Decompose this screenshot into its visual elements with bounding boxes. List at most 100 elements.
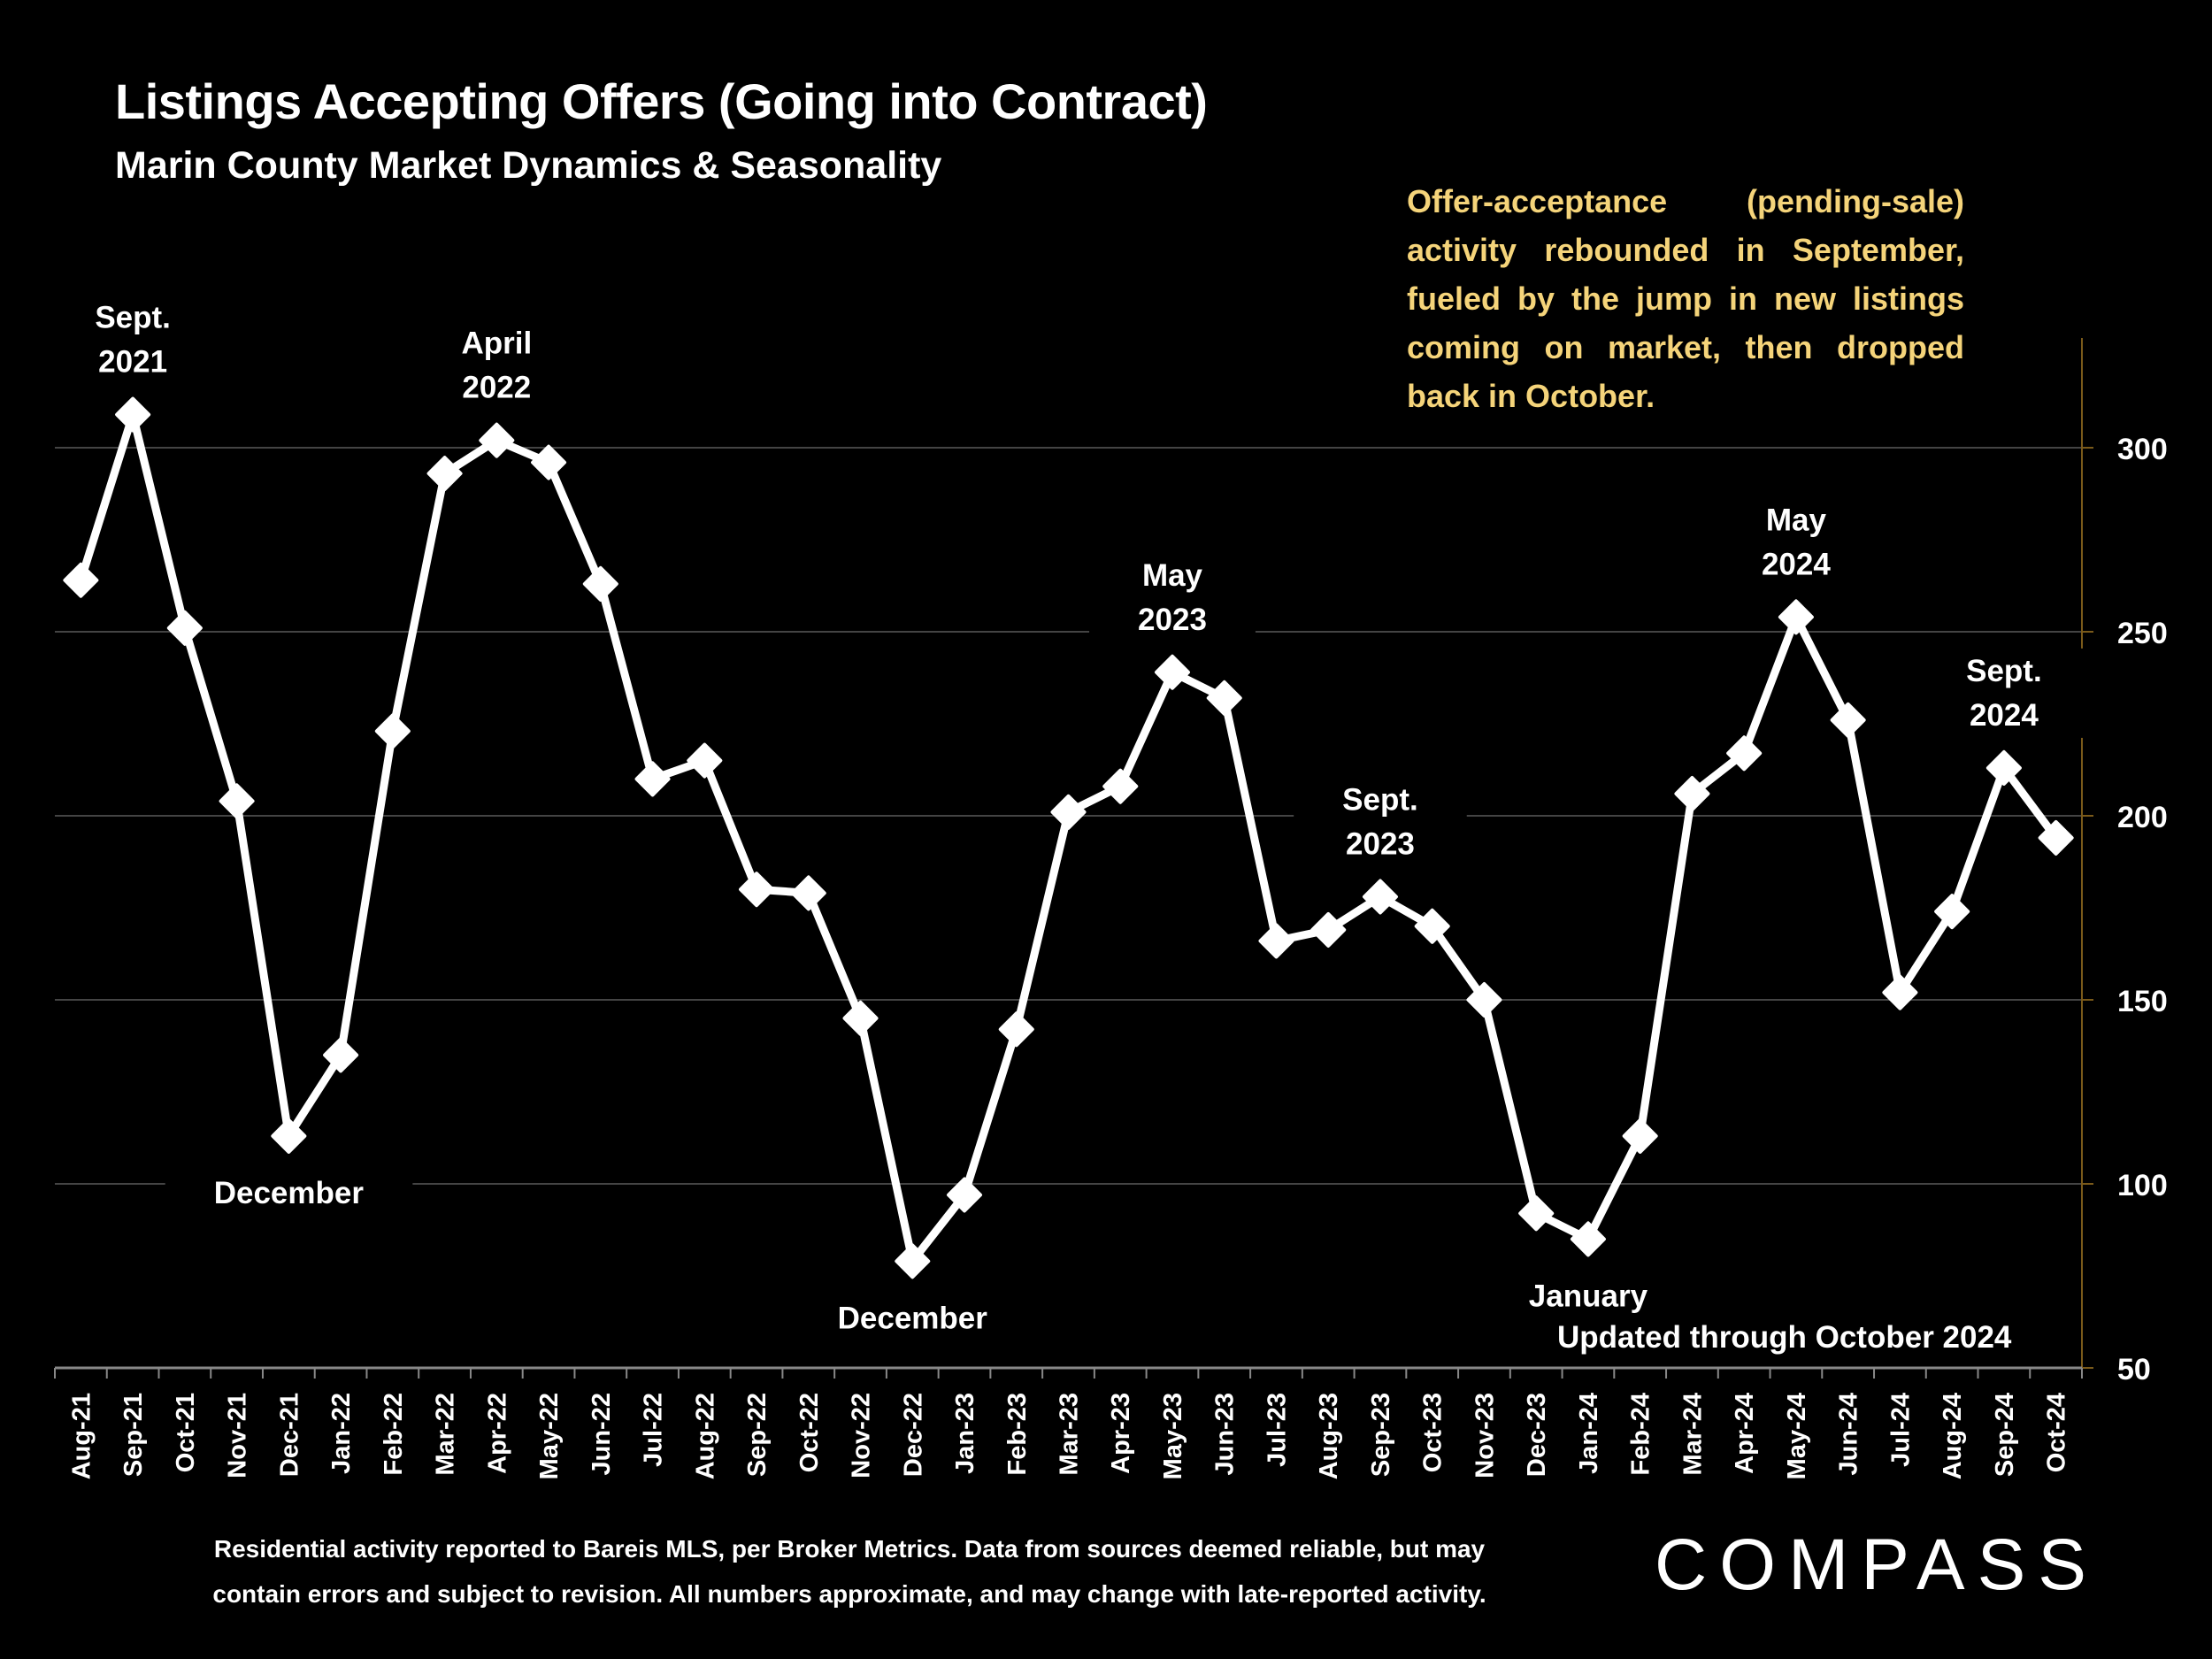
label-backdrop [1089, 552, 1256, 642]
data-point [687, 742, 723, 779]
data-point [166, 610, 203, 646]
y-tick-label: 200 [2117, 801, 2168, 834]
x-tick-label: Jun-24 [1835, 1393, 1863, 1475]
x-tick-label: Jun-23 [1211, 1393, 1240, 1475]
x-tick-label: Aug-22 [691, 1393, 719, 1479]
x-tick-label: Nov-22 [848, 1393, 876, 1479]
compass-logo: COMPASS [1655, 1525, 2099, 1605]
data-point [1310, 911, 1347, 948]
x-tick-label: Mar-23 [1056, 1393, 1084, 1476]
data-point [63, 562, 99, 598]
x-tick-label: Jan-23 [951, 1393, 979, 1474]
data-point [115, 396, 151, 433]
data-point [219, 783, 255, 819]
chart-subtitle: Marin County Market Dynamics & Seasonali… [115, 144, 942, 187]
x-tick-label: Jul-22 [640, 1393, 668, 1467]
data-point [1206, 680, 1242, 716]
data-point [531, 444, 567, 480]
data-point [1622, 1118, 1658, 1154]
data-point [634, 761, 671, 797]
x-tick-label: Sep-22 [743, 1393, 772, 1477]
x-tick-label: Dec-22 [899, 1393, 927, 1477]
data-point [426, 456, 463, 492]
x-tick-label: Feb-24 [1627, 1393, 1655, 1475]
label-backdrop [1294, 777, 1467, 867]
axes [54, 338, 2093, 1379]
data-point [739, 872, 775, 908]
peak-trough-label: Sept. 2021 [95, 301, 171, 380]
x-tick-label: Jun-22 [588, 1393, 616, 1475]
y-tick-label: 100 [2117, 1169, 2168, 1202]
label-backdrop [1712, 497, 1880, 588]
label-backdrop [1917, 648, 2091, 738]
data-point [947, 1177, 983, 1213]
updated-note: Updated through October 2024 [1557, 1320, 2012, 1355]
x-tick-label: Jan-24 [1575, 1393, 1603, 1474]
x-tick-label: Nov-21 [224, 1393, 252, 1479]
peak-trough-label: Sept. 2023 [1342, 783, 1418, 862]
y-tick-label: 250 [2117, 617, 2168, 650]
label-backdrop [412, 320, 581, 411]
y-tick-label: 300 [2117, 433, 2168, 466]
data-point [582, 565, 618, 602]
commentary-note: Offer-acceptance (pending-sale) activity… [1407, 183, 1964, 414]
data-point [1466, 982, 1502, 1018]
data-point [271, 1118, 307, 1154]
data-point [1778, 599, 1814, 635]
x-tick-label: Mar-22 [432, 1393, 460, 1476]
peak-trough-label: Sept. 2024 [1966, 654, 2042, 733]
x-tick-label: Nov-23 [1471, 1393, 1499, 1479]
x-tick-label: Oct-21 [172, 1393, 200, 1472]
x-tick-label: Oct-24 [2043, 1393, 2071, 1472]
data-point [1830, 702, 1866, 738]
peak-trough-label: December [838, 1301, 988, 1335]
x-tick-label: Aug-21 [67, 1393, 96, 1479]
x-tick-label: Dec-21 [275, 1393, 303, 1477]
x-tick-label: Oct-23 [1419, 1393, 1448, 1472]
data-point [1726, 735, 1763, 772]
data-point [1570, 1221, 1606, 1257]
x-tick-label: Aug-23 [1315, 1393, 1343, 1479]
data-point [1985, 749, 2022, 786]
x-tick-label: Jan-22 [327, 1393, 356, 1474]
data-point [842, 1000, 879, 1036]
x-tick-label: Jul-24 [1886, 1393, 1915, 1467]
data-point [374, 713, 411, 749]
peak-trough-label: May 2024 [1762, 503, 1831, 581]
data-point [1154, 654, 1190, 690]
series-markers [63, 396, 2074, 1279]
peak-trough-label: January [1529, 1279, 1648, 1313]
x-tick-label: Oct-22 [795, 1393, 824, 1472]
data-point [998, 1011, 1034, 1048]
x-tick-label: Sep-21 [119, 1393, 148, 1477]
peak-trough-label: December [214, 1176, 365, 1210]
x-tick-label: Sep-23 [1367, 1393, 1395, 1477]
data-point [1518, 1195, 1555, 1232]
data-point [1362, 879, 1398, 915]
data-point [2038, 819, 2074, 856]
data-point [1414, 908, 1450, 944]
x-tick-label: Apr-24 [1731, 1393, 1759, 1474]
data-point [323, 1037, 359, 1073]
peak-trough-label: May 2023 [1138, 558, 1207, 637]
data-point [479, 422, 515, 458]
data-point [1934, 894, 1970, 930]
y-tick-label: 150 [2117, 985, 2168, 1018]
data-point [1050, 794, 1087, 830]
data-point [1674, 776, 1710, 812]
x-tick-label: Feb-22 [380, 1393, 408, 1475]
x-tick-label: Apr-23 [1107, 1393, 1135, 1474]
data-point [1102, 768, 1139, 804]
y-tick-label: 50 [2117, 1353, 2151, 1386]
x-tick-label: Apr-22 [483, 1393, 511, 1474]
label-backdrop [1479, 1273, 1697, 1319]
label-backdrop [788, 1295, 1037, 1341]
x-tick-label: May-22 [535, 1393, 564, 1479]
x-tick-label: Sep-24 [1991, 1393, 2019, 1477]
data-point [1258, 923, 1294, 959]
footnote-line: contain errors and subject to revision. … [212, 1580, 1486, 1608]
x-tick-label: May-23 [1159, 1393, 1187, 1479]
chart-title: Listings Accepting Offers (Going into Co… [115, 73, 1208, 129]
footnote: Residential activity reported to Bareis … [115, 1526, 1584, 1617]
